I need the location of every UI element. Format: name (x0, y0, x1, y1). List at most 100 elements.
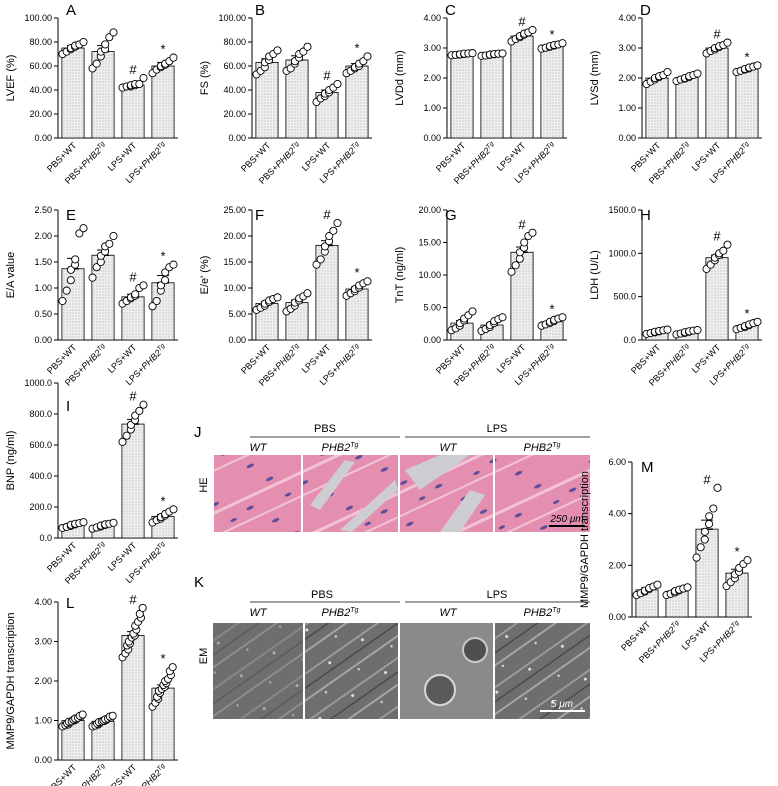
group-label-pbs: PBS (314, 423, 336, 435)
bar (345, 65, 369, 139)
significance-mark: * (160, 493, 165, 508)
significance-mark: * (549, 27, 554, 42)
data-point (273, 293, 282, 302)
data-point (329, 226, 338, 235)
y-axis-label: MMP9/GAPDH transcription (5, 613, 17, 750)
data-point (139, 400, 148, 409)
panel-letter: A (66, 2, 76, 19)
y-tick-label: 4.00 (423, 13, 441, 23)
data-point (92, 263, 101, 272)
y-tick-label: 2.00 (34, 231, 52, 241)
y-tick-label: 60.00 (29, 61, 52, 71)
data-point (663, 325, 672, 334)
data-point (273, 46, 282, 55)
category-label: LPS+WT (106, 762, 139, 786)
data-point (653, 580, 662, 589)
y-tick-label: 4.00 (608, 509, 626, 519)
data-point (58, 296, 67, 306)
data-point (312, 260, 321, 269)
data-point (713, 483, 722, 492)
column-label: WT (249, 442, 267, 454)
y-tick-label: 5.00 (228, 309, 246, 319)
data-point (79, 518, 88, 527)
data-point (753, 61, 762, 70)
panel-letter: E (66, 207, 76, 224)
group-label-pbs: PBS (311, 589, 333, 601)
bar (121, 84, 145, 139)
data-point (528, 25, 537, 35)
data-point (105, 239, 114, 248)
y-tick-label: 0.00 (228, 133, 246, 143)
y-tick-label: 1.00 (423, 103, 441, 113)
data-point (320, 242, 329, 251)
data-point (131, 290, 140, 299)
data-point (520, 238, 529, 247)
tissue-gap (405, 455, 470, 490)
scale-bar-label: 5 μm (551, 699, 573, 710)
data-point (723, 38, 732, 47)
row-label-em: EM (198, 648, 210, 665)
data-point (333, 79, 342, 89)
panel-letter: H (640, 207, 651, 224)
y-tick-label: 0.0 (39, 533, 52, 543)
y-tick-label: 200.0 (29, 502, 52, 512)
y-tick-label: 3.00 (34, 637, 52, 647)
data-point (66, 276, 75, 285)
y-tick-label: 0.0 (623, 335, 636, 345)
data-point (363, 52, 372, 61)
y-tick-label: 2.00 (34, 676, 52, 686)
data-point (316, 255, 325, 264)
y-tick-label: 3.00 (618, 43, 636, 53)
data-point (693, 325, 702, 335)
data-point (75, 229, 84, 238)
data-point (700, 527, 709, 536)
y-tick-label: 25.00 (223, 205, 246, 215)
significance-mark: * (744, 49, 749, 64)
he-image-pbs-wt (214, 455, 301, 532)
em-image-pbs-phb2tg (305, 623, 398, 719)
y-tick-label: 15.00 (223, 257, 246, 267)
y-tick-label: 20.00 (223, 231, 246, 241)
data-point (723, 240, 732, 249)
panel-letter: K (194, 574, 204, 591)
panel-k-em-images: K PBS LPS WT PHB2Tg WT PHB2Tg EM 5 μm (194, 574, 590, 719)
panel-letter: M (641, 459, 654, 476)
bar (510, 35, 534, 139)
bar (675, 77, 699, 139)
data-point (139, 281, 148, 290)
bar (61, 47, 85, 139)
chart-panel-e: E0.000.501.001.502.002.50E/A valuePBS+WT… (5, 205, 178, 388)
significance-mark: * (160, 42, 165, 57)
data-point (528, 228, 537, 237)
y-tick-label: 4.00 (618, 13, 636, 23)
bar (450, 53, 474, 139)
significance-mark: * (160, 249, 165, 264)
y-tick-label: 3.00 (423, 43, 441, 53)
data-point (333, 218, 342, 228)
row-label-he: HE (198, 477, 210, 492)
data-point (152, 296, 161, 306)
data-point (693, 69, 702, 78)
data-point (135, 79, 144, 89)
y-axis-label: MMP9/GAPDH transcription (579, 471, 591, 608)
tissue-gap (440, 490, 485, 532)
data-point (88, 273, 97, 282)
data-point (169, 505, 178, 514)
y-tick-label: 1.00 (618, 103, 636, 113)
y-tick-label: 100.00 (218, 13, 246, 23)
y-tick-label: 40.00 (223, 85, 246, 95)
data-point (709, 504, 718, 513)
column-label: WT (439, 442, 457, 454)
data-point (753, 317, 762, 326)
y-axis-label: LVEF (%) (5, 55, 17, 102)
y-tick-label: 1500.0 (608, 205, 636, 215)
em-texture (213, 623, 303, 719)
y-tick-label: 0.00 (608, 612, 626, 622)
data-point (719, 246, 728, 255)
em-vacuole (462, 637, 488, 663)
y-tick-label: 10.00 (418, 270, 441, 280)
data-point (148, 302, 157, 311)
